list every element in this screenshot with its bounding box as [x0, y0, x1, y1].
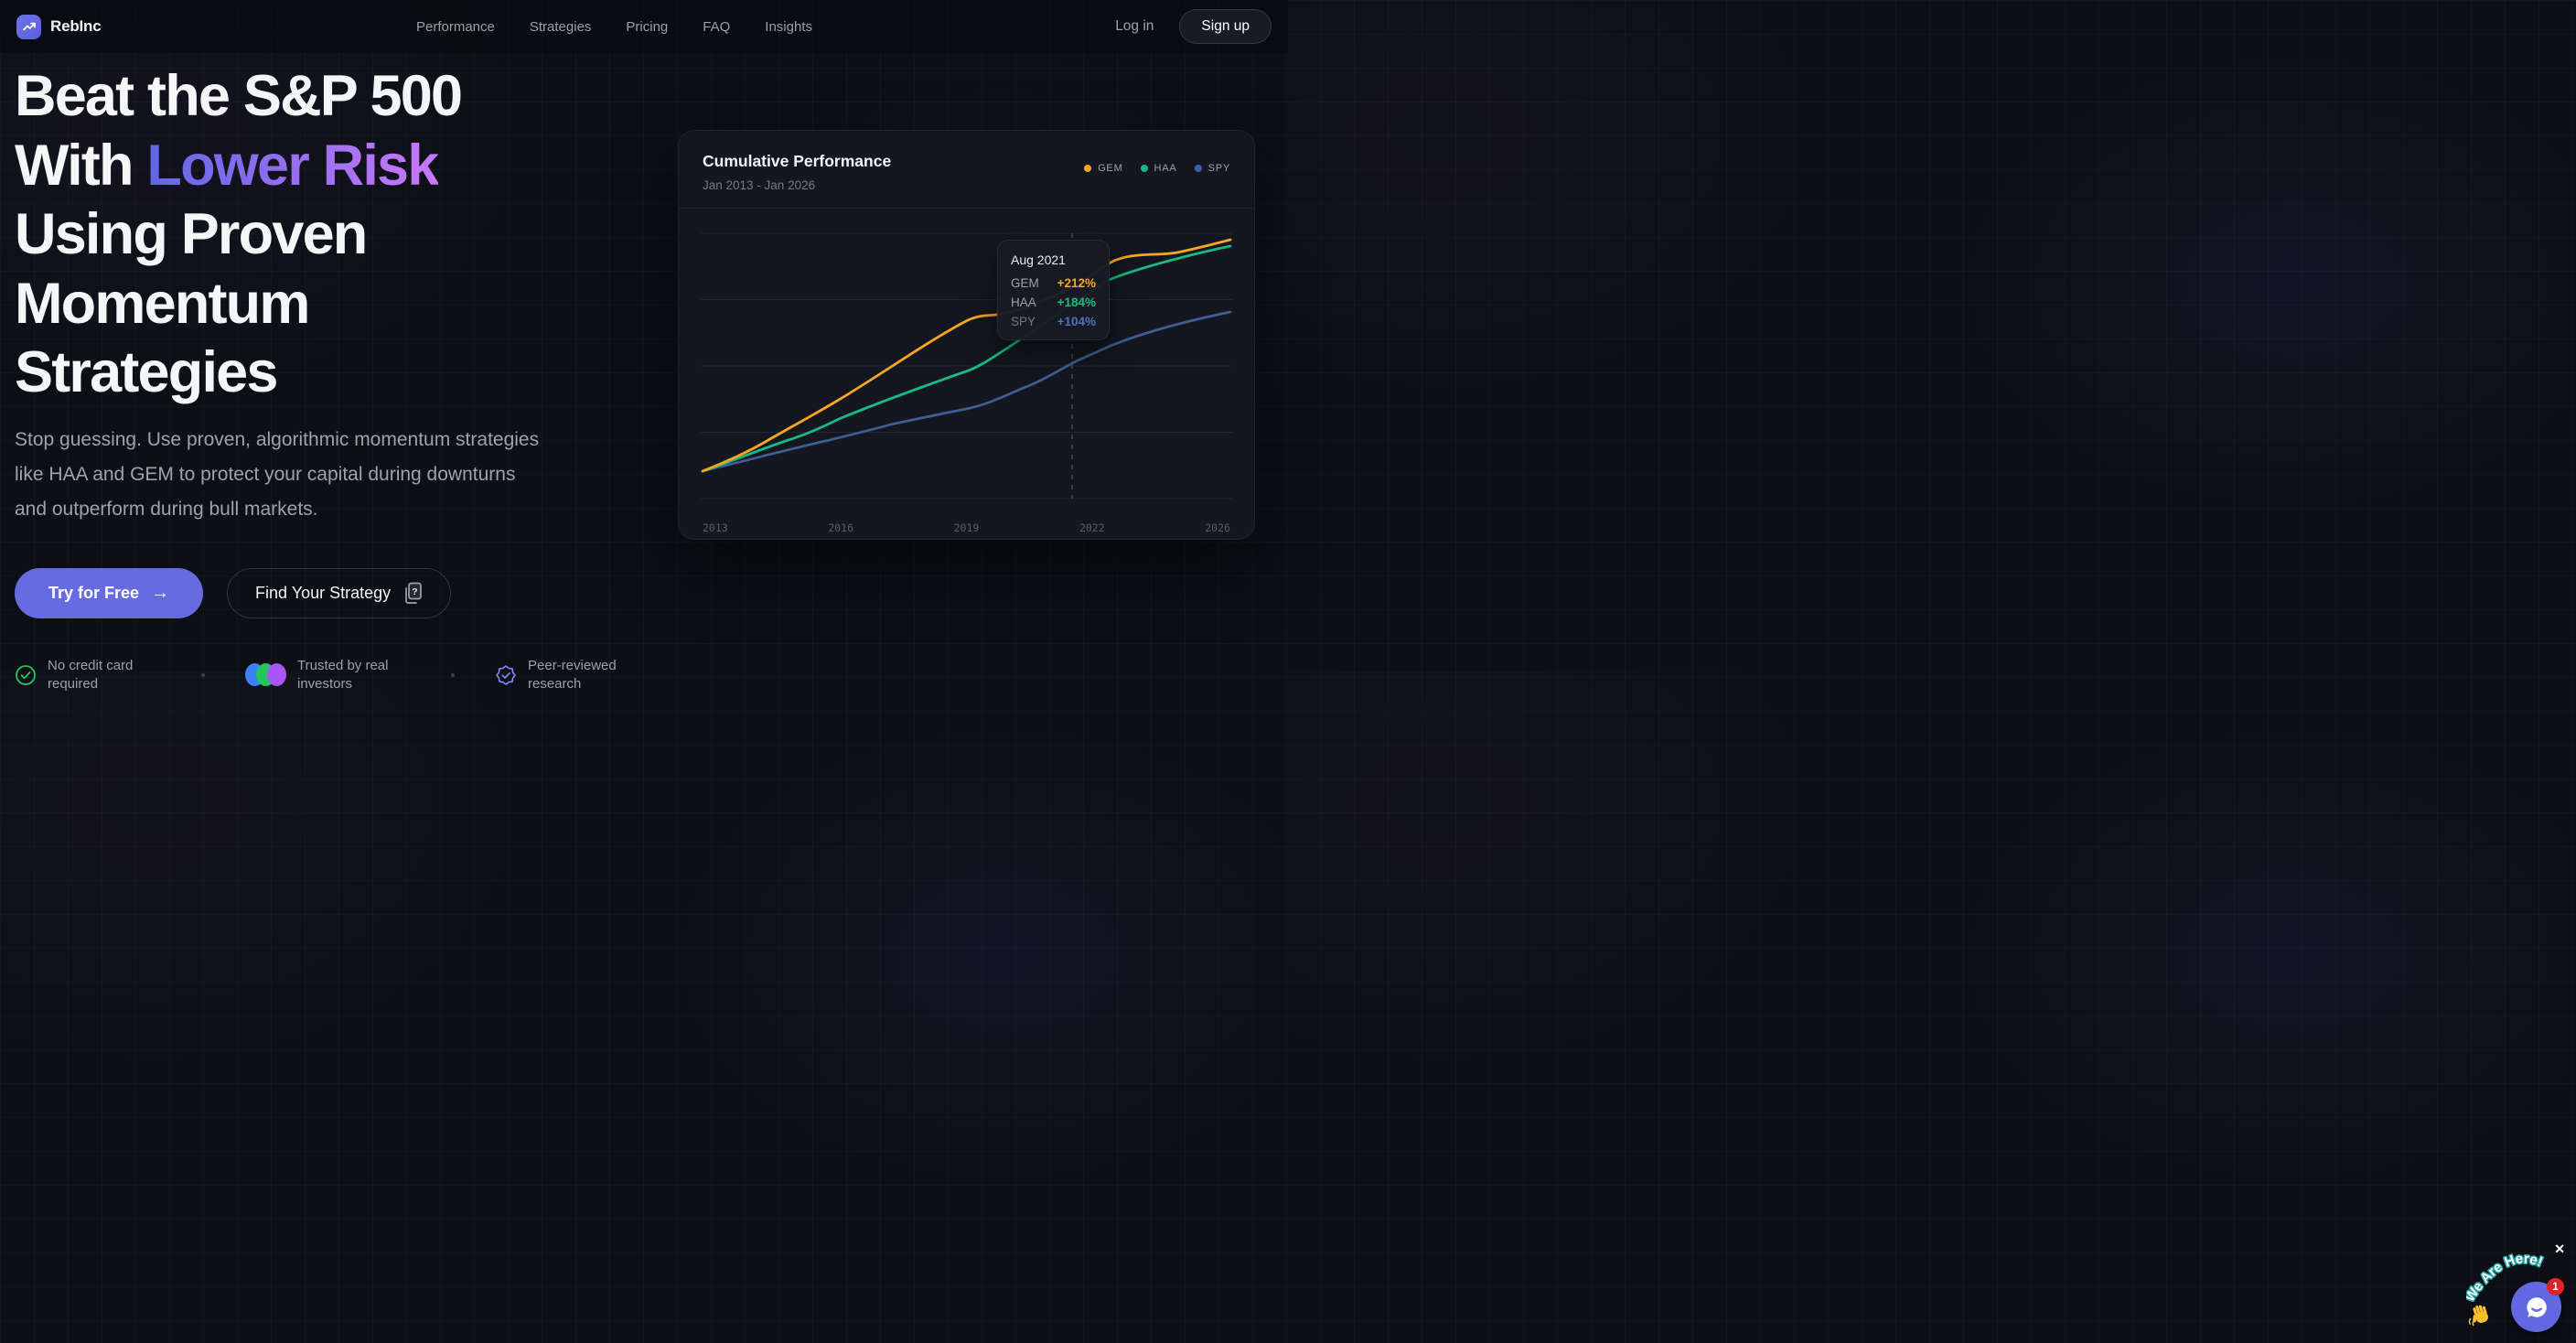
strategy-quiz-card-icon: ? — [402, 582, 423, 604]
chat-notification-badge: 1 — [2547, 1278, 2564, 1295]
legend-label: GEM — [1098, 163, 1123, 174]
gem-value: +212% — [1057, 276, 1096, 290]
legend-item-gem[interactable]: GEM — [1084, 163, 1122, 174]
trust-text: Peer-reviewed research — [528, 657, 617, 692]
hero-subtext: Stop guessing. Use proven, algorithmic m… — [15, 428, 540, 521]
x-tick: 2022 — [1079, 521, 1105, 534]
spy-line — [701, 310, 1232, 473]
performance-chart-card: Cumulative Performance Jan 2013 - Jan 20… — [678, 130, 1255, 540]
legend-label: HAA — [1154, 163, 1177, 174]
tooltip-row-spy: SPY +104% — [1011, 315, 1096, 328]
nav-link-pricing[interactable]: Pricing — [626, 18, 669, 35]
spy-value: +104% — [1057, 315, 1096, 328]
headline-line3: Using Proven — [15, 202, 368, 267]
x-axis-labels: 2013 2016 2019 2022 2026 — [701, 521, 1232, 534]
find-your-strategy-label: Find Your Strategy — [255, 583, 392, 602]
arrow-right-icon: → — [151, 583, 170, 604]
chat-launcher-button[interactable]: 1 — [2511, 1278, 2564, 1332]
chart-tooltip: Aug 2021 GEM +212% HAA +184% SPY +104% — [997, 240, 1110, 340]
trust-item-no-credit-card: No credit card required — [15, 657, 156, 694]
x-tick: 2019 — [953, 521, 980, 534]
headline-line4: Momentum — [15, 271, 310, 336]
nav-link-faq[interactable]: FAQ — [703, 18, 731, 35]
chart-title: Cumulative Performance — [703, 152, 892, 170]
x-tick: 2026 — [1205, 521, 1230, 534]
haa-line — [701, 244, 1232, 473]
legend-item-haa[interactable]: HAA — [1140, 163, 1177, 174]
investor-avatars-icon — [245, 663, 286, 687]
headline-line2-prefix: With — [15, 133, 147, 198]
nav-auth: Log in Sign up — [1115, 9, 1272, 44]
chart-card-header: Cumulative Performance Jan 2013 - Jan 20… — [679, 131, 1254, 209]
haa-value: +184% — [1057, 295, 1096, 309]
gem-legend-dot — [1084, 165, 1092, 172]
legend-label: SPY — [1208, 163, 1230, 174]
find-your-strategy-button[interactable]: Find Your Strategy ? — [227, 567, 452, 618]
svg-text:?: ? — [412, 586, 417, 597]
x-tick: 2016 — [828, 521, 854, 534]
haa-legend-dot — [1140, 165, 1148, 172]
tooltip-row-haa: HAA +184% — [1011, 295, 1096, 309]
chat-bubble-icon — [2526, 1296, 2547, 1317]
signup-button[interactable]: Sign up — [1179, 9, 1272, 44]
tooltip-date: Aug 2021 — [1011, 252, 1066, 267]
headline-highlight: Lower Risk — [146, 133, 439, 198]
check-circle-icon — [16, 664, 36, 685]
navbar: RebInc Performance Strategies Pricing FA… — [0, 0, 1288, 53]
trust-item-investors: Trusted by real investors — [245, 657, 405, 694]
chat-widget: ✕ We Are Here! 1 — [2466, 1242, 2567, 1334]
chart-card-body: Aug 2021 GEM +212% HAA +184% SPY +104% — [679, 209, 1254, 534]
badge-check-icon — [496, 665, 516, 685]
chart-plot-svg — [701, 232, 1232, 500]
try-for-free-button[interactable]: Try for Free → — [15, 567, 204, 618]
waving-hand-icon — [2468, 1305, 2489, 1327]
trust-text: No credit card required — [48, 657, 134, 692]
x-tick: 2013 — [703, 521, 728, 534]
separator-dot — [201, 672, 205, 677]
nav-link-performance[interactable]: Performance — [416, 18, 495, 35]
chart-date-range: Jan 2013 - Jan 2026 — [703, 178, 816, 192]
chart-legend: GEM HAA SPY — [1084, 163, 1230, 174]
chat-close-icon[interactable]: ✕ — [2554, 1241, 2565, 1256]
login-link[interactable]: Log in — [1115, 18, 1154, 34]
performance-line-chart[interactable]: Aug 2021 GEM +212% HAA +184% SPY +104% — [701, 232, 1232, 500]
headline-line1: Beat the S&P 500 — [15, 64, 463, 128]
tooltip-row-gem: GEM +212% — [1011, 276, 1096, 290]
hero-headline: Beat the S&P 500 With Lower Risk Using P… — [15, 62, 666, 408]
hero-section: Beat the S&P 500 With Lower Risk Using P… — [0, 53, 1288, 693]
separator-dot — [451, 672, 455, 677]
gem-line — [701, 238, 1232, 473]
trust-text: Trusted by real investors — [297, 657, 389, 692]
legend-item-spy[interactable]: SPY — [1194, 163, 1230, 174]
trust-item-peer-reviewed: Peer-reviewed research — [495, 657, 636, 694]
brand-name: RebInc — [50, 17, 102, 35]
cta-row: Try for Free → Find Your Strategy ? — [15, 567, 666, 618]
hero-left-column: Beat the S&P 500 With Lower Risk Using P… — [15, 53, 666, 693]
trending-up-logo-icon — [16, 14, 41, 39]
nav-links: Performance Strategies Pricing FAQ Insig… — [416, 19, 812, 35]
trust-row: No credit card required Trusted by real … — [15, 657, 666, 694]
spy-legend-dot — [1194, 165, 1202, 172]
brand[interactable]: RebInc — [16, 14, 102, 39]
nav-link-strategies[interactable]: Strategies — [529, 18, 592, 35]
headline-line5: Strategies — [15, 340, 278, 405]
try-for-free-label: Try for Free — [48, 583, 140, 602]
nav-link-insights[interactable]: Insights — [765, 18, 812, 35]
